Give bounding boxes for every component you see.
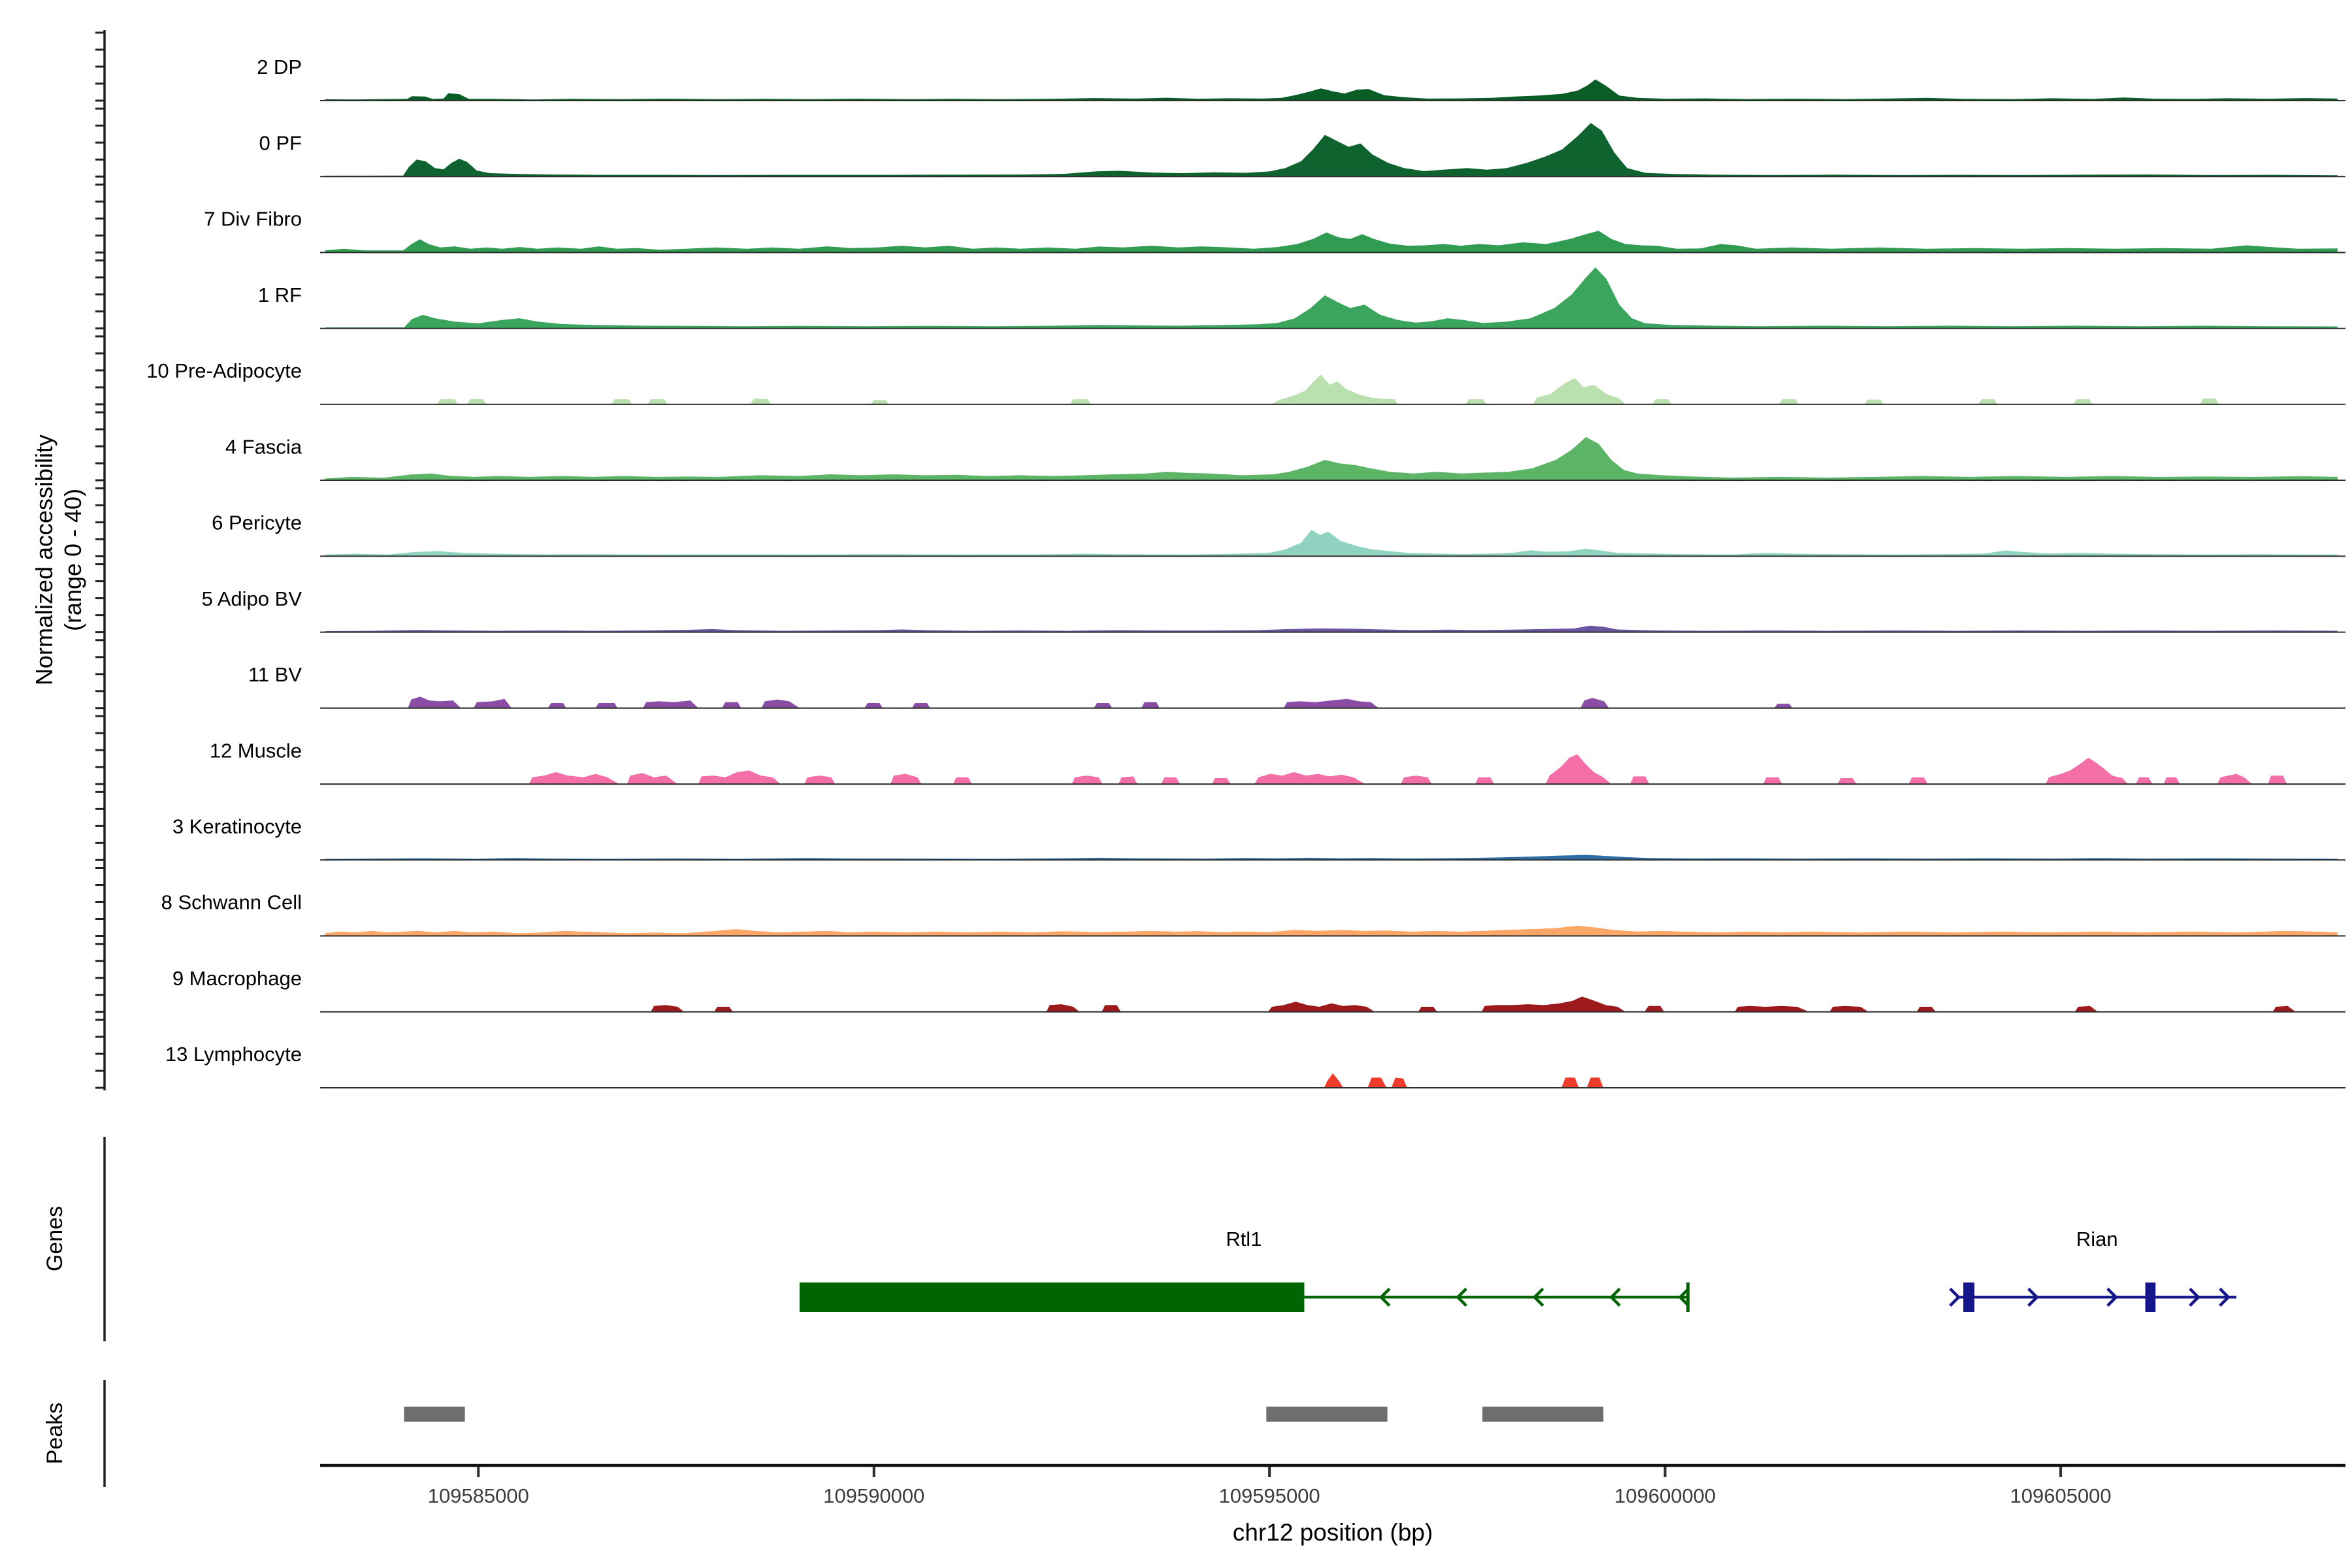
track-7-div-fibro: 7 Div Fibro <box>95 184 2345 253</box>
gene-label-rian: Rian <box>2076 1228 2118 1250</box>
gene-exon-box <box>799 1282 1305 1312</box>
track-label-7-div-fibro: 7 Div Fibro <box>204 208 302 231</box>
x-axis: 109585000 109590000 109595000 109600000 1096… <box>320 1463 2345 1507</box>
track-6-pericyte: 6 Pericyte <box>95 487 2345 557</box>
x-axis-tick-label: 109600000 <box>1614 1484 1716 1507</box>
peak-bar <box>1266 1407 1388 1422</box>
peak-bar <box>404 1407 465 1422</box>
gene-rtl1: Rtl1 <box>799 1228 1690 1312</box>
signal-area-5-adipo-bv <box>325 625 2338 632</box>
track-label-3-keratinocyte: 3 Keratinocyte <box>172 815 302 838</box>
strand-arrow-icon <box>1949 1287 1961 1307</box>
x-axis-tick-label: 109605000 <box>2010 1484 2112 1507</box>
track-label-5-adipo-bv: 5 Adipo BV <box>202 587 302 610</box>
signal-area-1-rf <box>325 267 2338 329</box>
track-0-pf: 0 PF <box>95 107 2345 178</box>
peaks-section-label: Peaks <box>42 1403 67 1465</box>
track-label-12-muscle: 12 Muscle <box>210 739 302 762</box>
track-label-2-dp: 2 DP <box>257 56 302 78</box>
signal-area-12-muscle <box>325 754 2338 785</box>
track-11-bv: 11 BV <box>95 639 2345 710</box>
signal-area-7-div-fibro <box>325 231 2338 253</box>
track-13-lymphocyte: 13 Lymphocyte <box>95 1019 2345 1089</box>
track-label-11-bv: 11 BV <box>248 663 302 686</box>
track-1-rf: 1 RF <box>95 259 2345 330</box>
strand-arrow-icon <box>1379 1287 1391 1307</box>
track-label-13-lymphocyte: 13 Lymphocyte <box>165 1043 302 1066</box>
x-axis-title: chr12 position (bp) <box>1233 1519 1433 1546</box>
track-label-0-pf: 0 PF <box>259 131 302 154</box>
track-5-adipo-bv: 5 Adipo BV <box>95 563 2345 634</box>
strand-arrow-icon <box>2219 1287 2230 1307</box>
signal-area-6-pericyte <box>325 530 2338 557</box>
strand-arrow-icon <box>1609 1287 1621 1307</box>
track-2-dp: 2 DP <box>95 31 2345 102</box>
strand-arrow-icon <box>2027 1287 2039 1307</box>
signal-area-3-keratinocyte <box>325 855 2338 860</box>
signal-area-11-bv <box>325 696 2338 708</box>
generated-chart-content: 2 DP 0 PF 7 Div Fibro 1 RF 10 Pre-Adipocyte 4… <box>95 30 2345 1507</box>
peak-bar <box>1482 1407 1604 1422</box>
track-10-pre-adipocyte: 10 Pre-Adipocyte <box>95 335 2345 406</box>
signal-area-10-pre-adipocyte <box>325 374 2338 404</box>
genes-section-label: Genes <box>42 1206 67 1271</box>
track-label-4-fascia: 4 Fascia <box>225 435 302 458</box>
signal-area-9-macrophage <box>325 996 2338 1012</box>
signal-area-4-fascia <box>325 436 2338 481</box>
x-axis-tick-label: 109585000 <box>428 1484 529 1507</box>
gene-exon-box <box>2145 1282 2156 1312</box>
x-axis-tick-label: 109590000 <box>823 1484 924 1507</box>
track-12-muscle: 12 Muscle <box>95 715 2345 785</box>
signal-area-13-lymphocyte <box>325 1073 2338 1088</box>
y-axis-label-line2: (range 0 - 40) <box>59 489 86 631</box>
track-4-fascia: 4 Fascia <box>95 411 2345 482</box>
track-8-schwann-cell: 8 Schwann Cell <box>95 867 2345 937</box>
signal-area-8-schwann-cell <box>325 925 2338 936</box>
strand-arrow-icon <box>1678 1287 1690 1307</box>
signal-area-2-dp <box>325 79 2338 101</box>
track-3-keratinocyte: 3 Keratinocyte <box>95 791 2345 861</box>
track-9-macrophage: 9 Macrophage <box>95 943 2345 1013</box>
track-label-6-pericyte: 6 Pericyte <box>212 512 302 534</box>
signal-area-0-pf <box>325 123 2338 177</box>
peaks-track <box>404 1407 1604 1422</box>
gene-label-rtl1: Rtl1 <box>1226 1228 1262 1250</box>
strand-arrow-icon <box>1456 1287 1467 1307</box>
track-label-9-macrophage: 9 Macrophage <box>172 967 302 990</box>
track-label-10-pre-adipocyte: 10 Pre-Adipocyte <box>146 359 302 382</box>
gene-rian: Rian <box>1949 1228 2236 1312</box>
track-label-8-schwann-cell: 8 Schwann Cell <box>161 891 302 914</box>
x-axis-tick-label: 109595000 <box>1219 1484 1320 1507</box>
y-axis-label-line1: Normalized accessibility <box>31 434 57 685</box>
track-label-1-rf: 1 RF <box>258 284 302 306</box>
strand-arrow-icon <box>1532 1287 1544 1307</box>
gene-exon-box <box>1963 1282 1975 1312</box>
strand-arrow-icon <box>2106 1287 2118 1307</box>
strand-arrow-icon <box>2189 1287 2200 1307</box>
